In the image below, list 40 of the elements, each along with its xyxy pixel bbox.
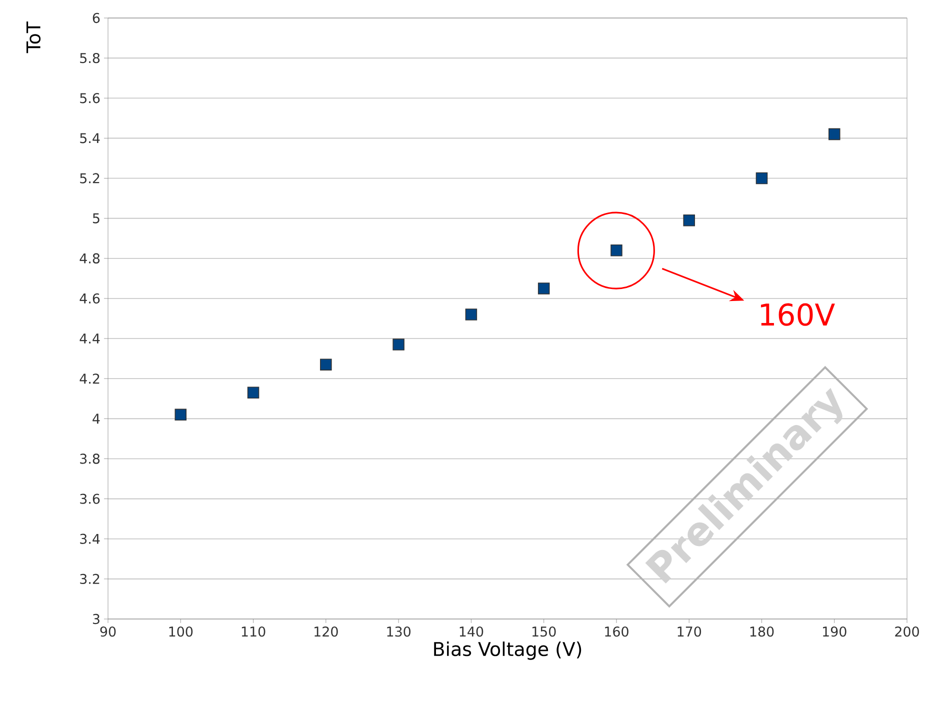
point (247, 386, 260, 398)
point (392, 338, 404, 350)
y-tick-label: 5.6 (80, 93, 100, 104)
point (174, 408, 187, 421)
y-tick-label: 3.8 (80, 454, 100, 464)
point (320, 358, 332, 370)
x-tick-label: 90 (100, 626, 116, 637)
y-tick-label: 4.6 (80, 293, 100, 304)
y-tick-label: 5 (92, 213, 100, 224)
annotation: 160V (760, 303, 835, 326)
point (538, 282, 550, 294)
y-tick-label: 6 (92, 12, 100, 24)
x-tick-label: 180 (750, 626, 774, 637)
x-tick-label: 120 (314, 626, 338, 637)
y-tick-label: 4.4 (80, 334, 100, 344)
x-tick-label: 100 (169, 626, 193, 637)
x-tick-label: 200 (895, 626, 919, 637)
x-tick-label: 170 (678, 626, 702, 637)
y-tick-label: 5.2 (80, 173, 100, 184)
point (756, 172, 768, 184)
x-tick-label: 130 (387, 626, 410, 637)
y-tick-label: 5.8 (80, 52, 100, 64)
point (683, 214, 695, 226)
y-tick-label: 4.2 (80, 374, 100, 384)
x-tick-label: 110 (242, 626, 266, 637)
y-axis-title: ToT (26, 21, 41, 54)
x-tick-label: 160 (605, 626, 628, 637)
y-tick-label: 3.6 (80, 494, 100, 504)
y-tick-label: 4 (92, 414, 100, 424)
y-tick-label: 3.4 (80, 534, 100, 544)
y-tick-label: 4.8 (80, 253, 100, 264)
x-tick-label: 190 (823, 626, 846, 637)
point (465, 308, 478, 320)
point (828, 128, 840, 140)
x-tick-label: 150 (532, 626, 556, 637)
x-tick-label: 140 (460, 626, 484, 637)
y-tick-label: 5.4 (80, 133, 100, 144)
y-tick-label: 3.2 (80, 574, 100, 584)
x-axis-title: Bias Voltage (V) (434, 642, 582, 660)
y-tick-label: 3 (92, 614, 100, 624)
